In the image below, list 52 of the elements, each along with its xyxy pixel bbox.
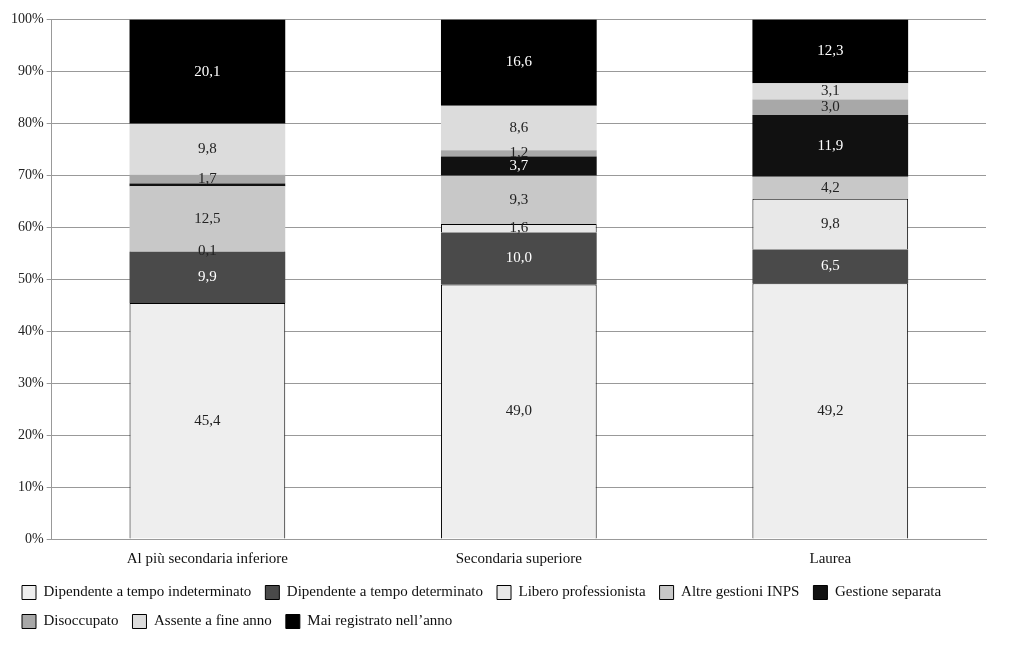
bar [129,123,286,175]
legend-label: Disoccupato [43,612,119,629]
data-label: 8,6 [509,118,529,135]
bar [752,249,909,284]
data-label: 20,1 [194,62,221,79]
y-tick-label: 60% [17,218,44,234]
y-tick-label: 10% [17,478,44,494]
legend-label: Altre gestioni INPS [681,583,800,600]
y-tick-label: 20% [17,426,44,442]
y-tick-label: 90% [17,63,44,79]
legend-label: Gestione separata [834,583,942,600]
data-label: 3,0 [820,98,840,115]
bar [129,19,286,124]
bar [752,83,909,100]
data-label: 12,5 [194,209,221,226]
legend-label: Assente a fine anno [153,612,272,629]
data-label: 49,2 [817,401,844,418]
x-tick-label: Laurea [809,549,852,566]
data-label: 9,9 [198,268,217,285]
legend-label: Libero professionista [518,583,646,600]
data-label: 11,9 [817,136,844,153]
bar [752,115,909,177]
bar [440,19,597,106]
y-tick-label: 40% [17,322,44,338]
bar [752,176,909,199]
data-label: 4,2 [820,178,840,195]
bar [440,232,597,285]
legend-label: Dipendente a tempo indeterminato [43,583,252,600]
legend-label: Mai registrato nell’anno [307,612,453,629]
data-label: 6,5 [820,257,840,274]
x-tick-label: Al più secondaria inferiore [126,549,289,566]
y-tick-label: 30% [17,374,44,390]
data-label: 10,0 [505,249,532,266]
data-label: 9,8 [198,140,217,157]
data-label: 45,4 [194,411,222,428]
data-label: 12,3 [817,42,844,59]
data-label: 49,0 [505,402,532,419]
y-tick-label: 80% [17,114,44,130]
data-label: 16,6 [505,53,533,70]
bar [752,19,909,84]
legend-label: Dipendente a tempo determinato [286,583,484,600]
y-tick-label: 100% [10,11,44,27]
bar [129,174,286,184]
y-tick-label: 70% [17,166,44,182]
y-tick-label: 0% [24,530,44,546]
y-tick-label: 50% [17,270,44,286]
data-label: 1,7 [198,170,218,187]
data-label: 9,3 [509,190,529,207]
data-label: 9,8 [820,215,840,232]
data-label: 3,1 [820,82,840,99]
x-tick-label: Secondaria superiore [455,549,583,566]
bar [752,99,909,116]
